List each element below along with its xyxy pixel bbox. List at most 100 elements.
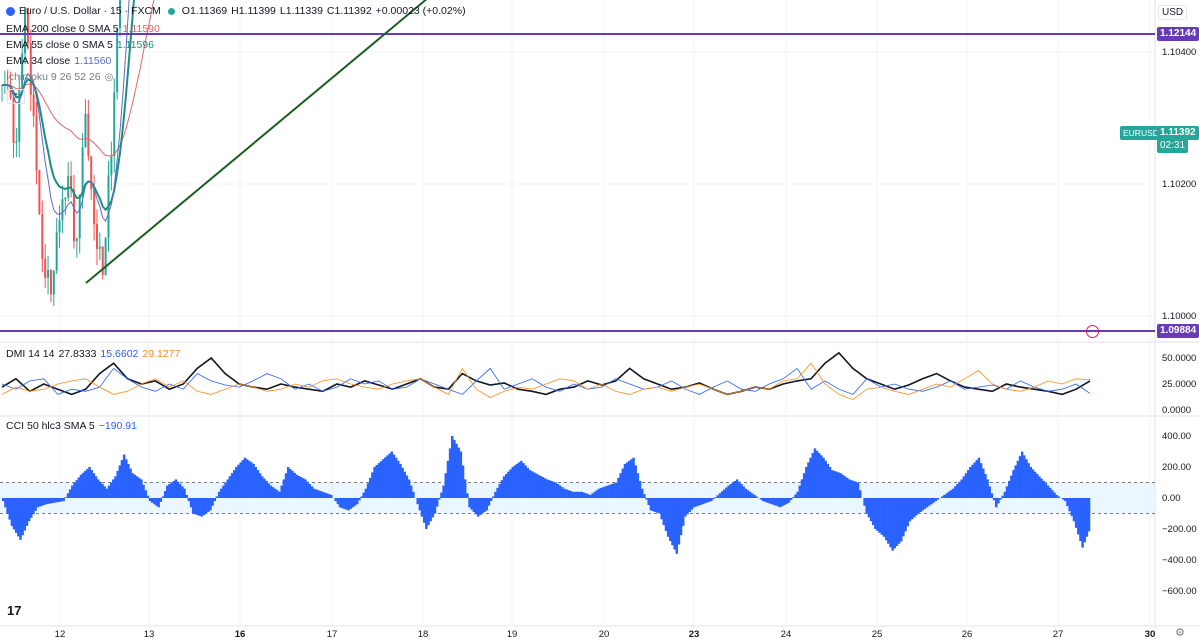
cci-bar — [68, 489, 72, 498]
eye-icon[interactable]: ◎ — [104, 72, 114, 83]
cci-bar — [841, 474, 845, 498]
ema55-legend[interactable]: EMA 55 close 0 SMA 5 1.11596 — [6, 39, 154, 52]
cci-bar — [75, 480, 78, 498]
dmi-legend[interactable]: DMI 14 14 27.8333 15.6602 29.1277 — [6, 348, 180, 361]
tradingview-logo-icon[interactable]: 17 — [7, 603, 22, 618]
cci-bar — [73, 482, 76, 498]
candle-body — [119, 0, 122, 29]
cci-bar — [334, 498, 337, 502]
cci-bar — [55, 498, 59, 503]
cci-bar — [837, 472, 840, 498]
cci-bar — [81, 472, 85, 498]
cci-bar — [759, 498, 763, 500]
upper-line-price-tag: 1.12144 — [1157, 27, 1199, 41]
ema34-legend[interactable]: EMA 34 close 1.11560 — [6, 55, 111, 68]
cci-bar — [846, 477, 849, 498]
cci-bar — [826, 463, 830, 498]
cci-bar — [269, 485, 273, 498]
cci-bar — [280, 485, 283, 498]
cci-bar — [533, 472, 536, 498]
cci-bar — [509, 469, 512, 498]
cci-bar — [107, 485, 111, 498]
cci-bar — [925, 498, 929, 508]
cci-bar — [1044, 483, 1048, 498]
cci-bar — [64, 497, 68, 498]
cci-bar — [1048, 487, 1052, 498]
cci-bar — [1016, 460, 1020, 498]
cci-bar — [410, 485, 413, 498]
cci-bar — [422, 498, 426, 523]
x-tick-label: 19 — [507, 629, 518, 639]
cci-bar — [347, 498, 350, 511]
cci-bar — [258, 473, 262, 498]
cci-bar — [876, 498, 879, 531]
cci-bar — [360, 496, 363, 498]
candle-body — [47, 270, 50, 278]
cci-bar — [871, 498, 875, 526]
cci-bar — [2, 498, 5, 502]
alert-clock-icon[interactable] — [1086, 325, 1099, 338]
cci-bar — [286, 467, 290, 498]
cci-bar — [979, 463, 983, 498]
cci-bar — [843, 476, 847, 498]
collapse-legend-button[interactable]: ⌃ — [7, 89, 25, 104]
cci-bar — [302, 478, 305, 498]
symbol-legend[interactable]: Euro / U.S. Dollar · 15 · FXCM O1.11369 … — [6, 5, 466, 18]
cci-bar — [554, 482, 558, 498]
cci-bar — [945, 493, 948, 498]
cci-bar — [1001, 495, 1004, 498]
x-tick-label: 12 — [55, 629, 66, 639]
cci-bar — [787, 498, 791, 503]
candle-body — [110, 156, 113, 176]
cci-bar — [345, 498, 348, 510]
cci-bar — [528, 470, 532, 498]
cci-bar — [969, 467, 972, 498]
cci-bar — [563, 488, 566, 498]
cci-bar — [371, 472, 374, 498]
cci-bar — [399, 463, 402, 498]
dmi-plus-line — [1, 367, 1091, 395]
cci-bar — [673, 498, 676, 550]
cci-bar — [472, 498, 476, 512]
cci-bar — [340, 498, 344, 509]
cci-bar — [243, 457, 247, 498]
cci-bar — [992, 498, 996, 501]
cci-bar — [191, 498, 195, 514]
cci-bar — [1061, 498, 1065, 500]
cci-bar — [364, 488, 368, 498]
candle-body — [81, 147, 84, 196]
cci-legend[interactable]: CCI 50 hlc3 SMA 5 −190.91 — [6, 420, 137, 433]
cci-bar — [543, 478, 547, 498]
candle-body — [15, 141, 18, 144]
cci-bar — [640, 488, 644, 498]
dmi-tick-label: 0.0000 — [1162, 405, 1191, 416]
cci-bar — [384, 457, 387, 498]
cci-bar — [701, 498, 704, 505]
cci-bar — [1027, 463, 1030, 498]
ema200-legend[interactable]: EMA 200 close 0 SMA 5 1.11590 — [6, 23, 160, 36]
cci-bar — [638, 480, 642, 498]
cci-bar — [738, 481, 741, 498]
gear-icon[interactable]: ⚙ — [1175, 627, 1185, 639]
cci-bar — [966, 470, 970, 498]
cci-bar — [792, 497, 795, 498]
currency-selector[interactable]: USD — [1158, 5, 1188, 20]
cci-bar — [217, 491, 221, 498]
cci-bar — [502, 476, 506, 498]
ichimoku-legend[interactable]: Ichimoku 9 26 52 26 ◎ — [6, 71, 113, 84]
cci-bar — [101, 484, 104, 498]
x-tick-label: 27 — [1053, 629, 1064, 639]
cci-bar — [265, 480, 268, 498]
cci-bar — [569, 491, 573, 498]
cci-bar — [483, 498, 486, 512]
cci-bar — [49, 498, 52, 504]
x-tick-label: 23 — [689, 629, 700, 639]
candle-body — [113, 92, 116, 157]
cci-bar — [632, 457, 635, 498]
cci-bar — [1036, 473, 1039, 498]
cci-bar — [274, 488, 277, 498]
cci-bar — [425, 498, 428, 529]
cci-bar — [25, 498, 29, 526]
cci-bar — [660, 498, 663, 520]
